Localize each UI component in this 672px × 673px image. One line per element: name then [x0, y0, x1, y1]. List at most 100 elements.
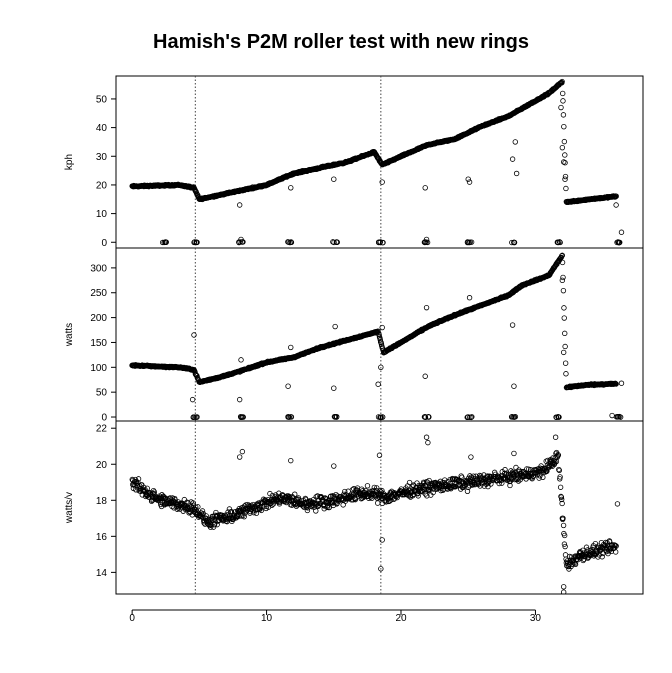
outlier-point	[560, 159, 567, 165]
data-point	[560, 522, 567, 529]
outlier-point	[238, 236, 244, 243]
data-point	[524, 466, 530, 472]
data-point	[561, 315, 567, 321]
data-point	[236, 513, 242, 519]
panel-kph: 0 10 20 30 40 50 kph	[64, 75, 644, 249]
outlier-point	[331, 176, 337, 182]
data-point	[210, 524, 217, 530]
y-axis-label: kph	[64, 154, 75, 170]
zero-point	[375, 414, 382, 420]
outlier-point	[468, 454, 474, 460]
data-point	[612, 549, 619, 555]
data-point	[304, 507, 311, 514]
data-point	[559, 253, 565, 259]
y-tick-label: 22	[96, 424, 108, 435]
y-axis-label: watts/v	[64, 492, 75, 524]
y-tick-label: 40	[96, 123, 108, 134]
data-point	[458, 473, 464, 479]
data-point	[269, 502, 275, 508]
outlier-point	[425, 439, 431, 446]
data-point	[424, 493, 430, 499]
y-tick-label: 200	[90, 313, 107, 324]
data-point	[562, 543, 568, 550]
outlier-point	[613, 202, 619, 208]
y-tick-label: 100	[90, 363, 107, 374]
x-tick-label: 10	[261, 613, 273, 624]
outlier-point	[509, 156, 516, 162]
panel-frame	[115, 420, 644, 595]
outlier-point	[189, 396, 196, 403]
points-group	[129, 78, 625, 246]
y-tick-label: 18	[96, 496, 108, 507]
outlier-point	[191, 332, 197, 338]
data-point	[135, 476, 142, 482]
data-point	[330, 502, 337, 509]
outlier-point	[378, 566, 384, 572]
outlier-point	[331, 463, 337, 469]
data-point	[561, 123, 567, 130]
outlier-point	[331, 385, 337, 391]
zero-point	[194, 239, 200, 245]
outlier-point	[288, 185, 294, 191]
outlier-point	[423, 236, 430, 243]
data-point	[185, 500, 191, 506]
data-point	[562, 152, 568, 158]
x-tick-label: 0	[129, 613, 135, 624]
outlier-point	[236, 396, 243, 403]
data-point	[228, 508, 235, 515]
data-point	[193, 504, 199, 510]
y-tick-label: 10	[96, 209, 108, 220]
x-tick-label: 30	[530, 613, 542, 624]
outlier-point	[379, 179, 385, 185]
outlier-point	[288, 457, 294, 464]
y-tick-label: 14	[96, 568, 108, 579]
outlier-point	[285, 383, 291, 389]
y-tick-label: 300	[90, 263, 107, 274]
zero-point	[553, 414, 560, 421]
data-point	[563, 371, 569, 377]
data-point	[183, 505, 189, 512]
data-point	[562, 173, 569, 180]
data-point	[553, 458, 560, 465]
data-point	[278, 498, 285, 504]
zero-point	[616, 239, 622, 246]
zero-point	[333, 239, 340, 245]
zero-point	[240, 414, 246, 420]
zero-point	[555, 414, 562, 420]
data-point	[387, 345, 393, 351]
outlier-point	[332, 323, 338, 330]
x-tick-label: 20	[395, 613, 407, 624]
data-point	[313, 508, 319, 514]
zero-point	[237, 239, 243, 245]
data-point	[583, 544, 590, 550]
zero-point	[422, 414, 429, 421]
data-point	[559, 259, 566, 266]
data-point	[613, 193, 619, 199]
data-point	[560, 98, 566, 104]
data-point	[559, 500, 565, 507]
data-point	[207, 524, 214, 530]
outlier-point	[466, 295, 473, 301]
data-point	[459, 474, 465, 481]
outlier-point	[560, 589, 567, 594]
outlier-point	[466, 179, 473, 185]
outlier-point	[512, 139, 518, 145]
outlier-point	[236, 454, 243, 460]
data-point	[415, 493, 421, 499]
outlier-point	[513, 170, 520, 177]
data-point	[130, 481, 137, 488]
outlier-point	[609, 412, 615, 419]
y-tick-label: 0	[101, 238, 107, 249]
y-axis-label: watts	[64, 323, 75, 347]
data-point	[599, 554, 605, 560]
zero-point	[379, 414, 386, 420]
outlier-point	[562, 176, 568, 182]
data-point	[300, 503, 306, 509]
points-group	[129, 252, 625, 421]
data-point	[292, 491, 298, 497]
outlier-point	[376, 452, 383, 458]
zero-point	[191, 239, 197, 246]
outlier-point	[379, 537, 385, 543]
data-point	[562, 343, 568, 350]
